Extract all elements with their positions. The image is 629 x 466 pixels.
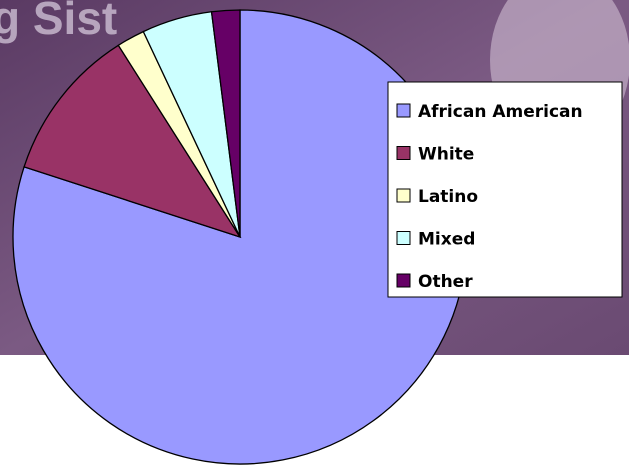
legend-label: Other	[418, 272, 473, 292]
legend-label: White	[418, 145, 474, 165]
background-text: g Sist	[0, 0, 117, 44]
legend-swatch	[396, 188, 411, 203]
legend-swatch	[396, 103, 411, 118]
pie-slice	[210, 9, 241, 238]
legend-box	[387, 81, 623, 298]
legend-label: Latino	[418, 187, 478, 207]
legend-label: Mixed	[418, 230, 475, 250]
legend-swatch	[396, 146, 411, 160]
pie-slice	[23, 44, 242, 239]
legend-label: African American	[418, 102, 583, 122]
legend-swatch	[396, 273, 411, 288]
legend-swatch	[396, 231, 411, 245]
